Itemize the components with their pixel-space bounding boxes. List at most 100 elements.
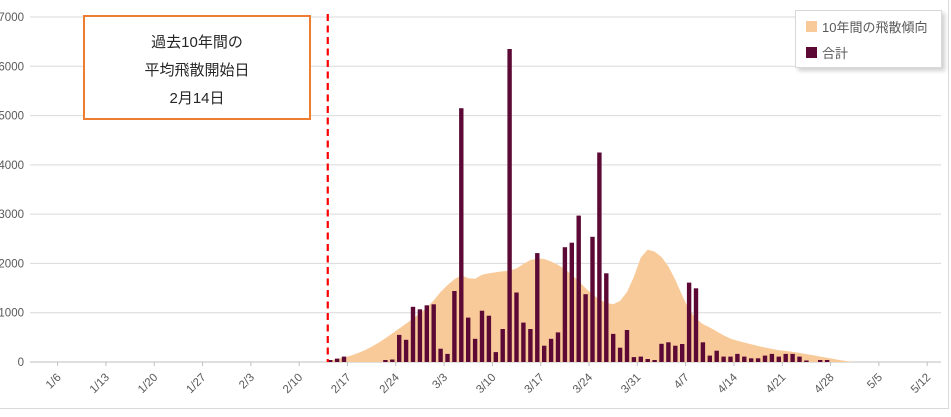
y-tick-label: 1000 [0, 308, 24, 320]
bar [500, 329, 505, 362]
bar [797, 356, 802, 362]
bar [700, 342, 706, 362]
bar [424, 305, 429, 362]
y-tick-label: 5000 [0, 111, 24, 123]
bar [493, 352, 498, 362]
bar-series-total [328, 49, 830, 362]
bar [755, 358, 761, 362]
bar [611, 333, 616, 362]
y-tick-label: 3000 [0, 209, 24, 221]
bar [452, 291, 457, 362]
bar [583, 294, 588, 362]
bar [397, 334, 402, 362]
bar [749, 358, 754, 362]
bar [431, 304, 436, 362]
bar [638, 356, 643, 362]
x-tick-label: 5/5 [865, 372, 885, 392]
bar [548, 338, 554, 362]
bar [486, 315, 492, 362]
bar [410, 306, 416, 362]
x-tick-label: 3/31 [619, 372, 643, 396]
bar [334, 358, 340, 362]
y-tick-label: 6000 [0, 61, 24, 73]
bar [341, 356, 347, 362]
bar [597, 152, 602, 362]
x-tick-label: 4/28 [812, 372, 836, 396]
x-tick-label: 4/7 [672, 372, 692, 392]
bar [562, 247, 568, 362]
bar [542, 345, 547, 362]
bar [693, 288, 699, 362]
bar [652, 360, 657, 362]
bar [659, 343, 664, 362]
bar [555, 332, 561, 362]
bar [403, 339, 409, 362]
bar [714, 350, 719, 362]
x-tick-label: 3/3 [430, 372, 450, 392]
x-tick-label: 3/17 [523, 372, 547, 396]
x-axis: 1/6 1/13 1/20 1/27 2/3 2/10 2/17 2/24 3/3 3/10 3/1… [30, 361, 941, 396]
bar [686, 282, 692, 362]
legend: 10年間の飛散傾向 合計 [795, 10, 942, 68]
x-tick-label: 4/21 [764, 372, 788, 396]
bar [728, 356, 733, 362]
average-start-date-annotation: 過去10年間の 平均飛散開始日 2月14日 [83, 15, 311, 120]
annotation-line-3: 2月14日 [169, 90, 225, 107]
bar [790, 353, 795, 362]
bar [742, 356, 747, 362]
x-tick-label: 4/14 [716, 371, 741, 396]
bar [776, 356, 781, 362]
bar [824, 360, 830, 362]
y-axis-tick-labels: 0 1000 2000 3000 4000 5000 6000 7000 [0, 12, 24, 369]
bar [479, 310, 485, 362]
bar [818, 360, 823, 362]
bar [804, 360, 809, 362]
bar [645, 359, 650, 362]
x-tick-label: 3/24 [571, 371, 596, 396]
legend-label-trend: 10年間の飛散傾向 [822, 19, 928, 35]
bar [617, 347, 623, 362]
bar [390, 359, 395, 362]
bar [721, 356, 726, 362]
bar [590, 236, 595, 362]
x-tick-label: 2/3 [237, 372, 257, 392]
bar [438, 348, 443, 362]
bar [383, 360, 388, 362]
bar [769, 353, 775, 362]
bar [680, 344, 685, 362]
annotation-line-1: 過去10年間の [151, 34, 243, 51]
bar [445, 353, 450, 362]
bar [472, 338, 478, 362]
bar [459, 108, 464, 362]
x-tick-label: 2/24 [378, 371, 403, 396]
area-series-ten-year-trend [323, 249, 855, 362]
bar [666, 342, 671, 362]
x-tick-label: 3/10 [474, 372, 498, 396]
bar [783, 353, 788, 362]
bar [507, 49, 512, 362]
bar [328, 360, 333, 362]
bar [514, 292, 519, 362]
x-tick-label: 1/27 [184, 372, 208, 396]
x-tick-label: 1/20 [136, 372, 160, 396]
x-tick-label: 1/6 [44, 372, 64, 392]
y-tick-label: 4000 [0, 160, 24, 172]
annotation-line-2: 平均飛散開始日 [144, 62, 250, 79]
legend-item-total: 合計 [806, 43, 941, 62]
bar [576, 215, 581, 362]
x-tick-label: 2/17 [329, 372, 353, 396]
bar [631, 357, 637, 362]
bar [535, 253, 540, 362]
bar [624, 330, 630, 362]
bar-series-swatch-icon [806, 46, 817, 58]
bar [569, 242, 574, 362]
bar [604, 273, 609, 362]
legend-label-total: 合計 [822, 45, 849, 61]
bar [673, 345, 678, 362]
bar [528, 329, 533, 362]
bar [762, 355, 768, 362]
x-tick-label: 5/12 [909, 372, 933, 396]
x-tick-label: 2/10 [281, 372, 305, 396]
bar [466, 317, 471, 362]
